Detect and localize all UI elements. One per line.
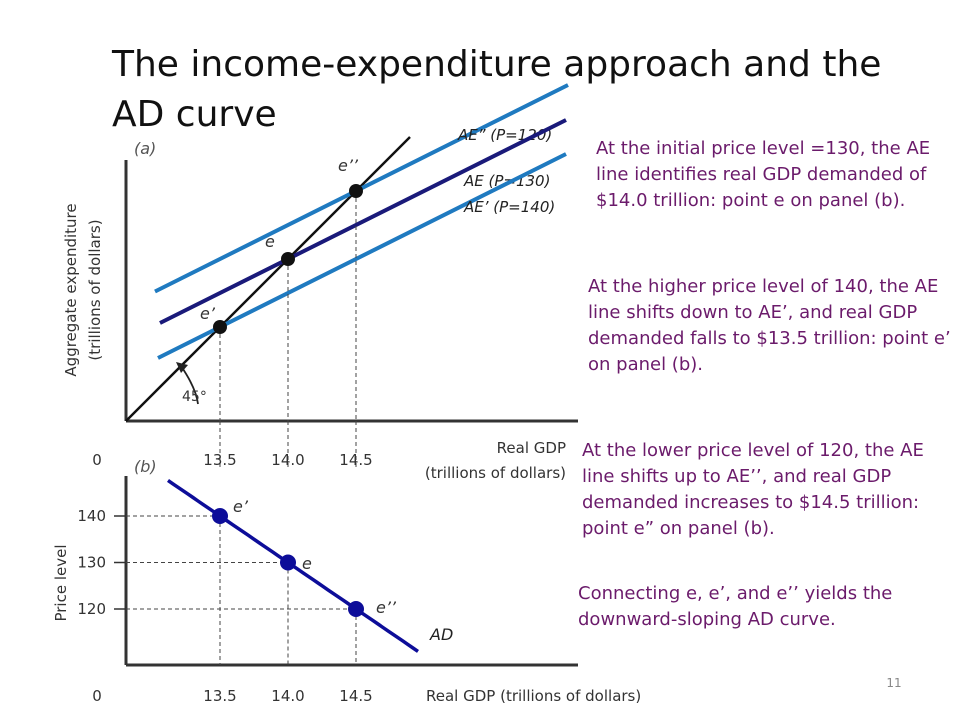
panel-b-point-1 (280, 554, 296, 571)
panel-a-ylabel-line-1: Aggregate expenditure (62, 203, 80, 376)
panel-b-x-tick-0: 13.5 (203, 687, 236, 705)
ae-line-1 (159, 118, 567, 325)
panel-b-y-tick-1: 130 (77, 554, 106, 572)
panel-a-x-tick-1: 14.0 (271, 451, 304, 469)
ae-label-2: AE’ (P=140) (463, 198, 555, 216)
panel-a-x-tick-0: 13.5 (203, 451, 236, 469)
panel-b-x-tick-2: 14.5 (339, 687, 372, 705)
panel-a-point-0 (349, 184, 363, 198)
panel-a-point-label-2: e’ (200, 304, 216, 323)
panel-a-label: (a) (134, 139, 156, 158)
slide-title: The income-expenditure approach and the … (112, 44, 882, 135)
panel-a-xlabel-line-2: (trillions of dollars) (425, 464, 566, 482)
panel-a-x-tick-2: 14.5 (339, 451, 372, 469)
explanation-note-lower: At the lower price level of 120, the AE … (582, 440, 924, 539)
panel-b-point-0 (212, 508, 228, 524)
panel-a-point-1 (281, 252, 295, 266)
panel-a-point-label-0: e’’ (338, 156, 359, 175)
explanation-note-higher: At the higher price level of 140, the AE… (588, 276, 951, 375)
panel-a-x-origin-label: 0 (92, 451, 102, 469)
panel-b-x-tick-1: 14.0 (271, 687, 304, 705)
panel-b-point-label-0: e’ (233, 497, 249, 516)
panel-a-point-2 (213, 320, 227, 334)
panel-b-y-tick-2: 120 (77, 600, 106, 618)
ad-curve-label: AD (429, 625, 453, 644)
angle-label: 45° (182, 389, 207, 405)
panel-b-point-2 (348, 601, 364, 617)
explanation-note-initial: At the initial price level =130, the AE … (596, 138, 931, 211)
panel-b-xlabel: Real GDP (trillions of dollars) (426, 687, 641, 705)
panel-b-x-origin-label: 0 (92, 687, 102, 705)
panel-b-point-label-1: e (302, 554, 312, 573)
panel-a-ylabel-line-2: (trillions of dollars) (86, 219, 104, 360)
panel-b-label: (b) (134, 457, 157, 476)
forty-five-degree-line (125, 136, 411, 422)
panel-a-xlabel-line-1: Real GDP (497, 439, 566, 457)
explanation-note-conclusion: Connecting e, e’, and e’’ yields the dow… (578, 583, 893, 630)
panel-b-ylabel: Price level (52, 544, 70, 621)
panel-b-point-label-2: e’’ (376, 598, 397, 617)
panel-b-y-tick-0: 140 (77, 507, 106, 525)
panel-a-point-label-1: e (265, 232, 275, 251)
slide-number: 11 (886, 676, 902, 690)
angle-arrowhead (176, 362, 188, 373)
ae-label-1: AE (P=130) (463, 172, 550, 190)
